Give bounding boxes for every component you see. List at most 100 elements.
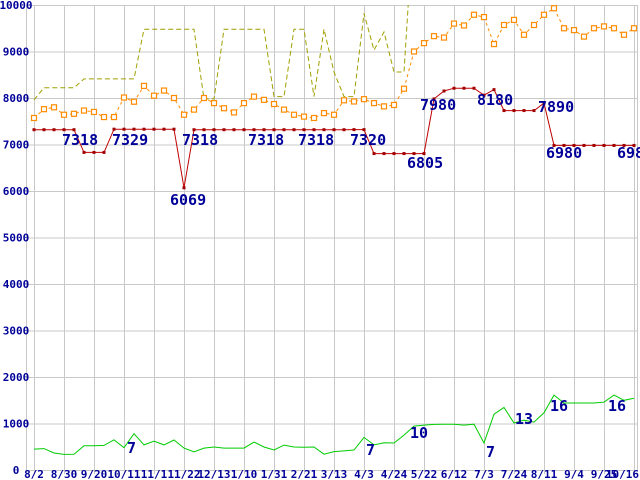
orange-dashed-line-marker: [610, 25, 618, 32]
red-line-marker: [72, 128, 76, 132]
orange-dashed-line-marker: [200, 94, 208, 102]
orange-dashed-line-marker: [480, 13, 488, 21]
orange-dashed-line-marker: [500, 21, 508, 29]
y-axis-label: 6000: [3, 185, 30, 198]
orange-dashed-line-marker: [360, 96, 368, 103]
red-line-marker: [142, 127, 146, 131]
orange-dashed-line-marker: [490, 40, 498, 48]
orange-dashed-line-marker: [80, 107, 88, 114]
orange-dashed-line-marker: [280, 106, 288, 113]
orange-dashed-line-marker: [320, 110, 328, 117]
x-axis-label: 7/24: [501, 468, 528, 480]
orange-dashed-line-marker: [630, 25, 637, 32]
orange-dashed-line-marker: [440, 34, 448, 41]
red-line-marker: [262, 128, 266, 132]
orange-dashed-line-marker: [540, 11, 548, 18]
red-line-marker: [612, 143, 616, 147]
x-axis-label: 3/13: [321, 468, 348, 480]
red-line-marker: [202, 128, 206, 132]
orange-dashed-line-marker: [90, 108, 98, 116]
red-line-marker: [112, 127, 116, 131]
orange-dashed-line-marker: [100, 113, 108, 121]
y-axis-label: 8000: [3, 92, 30, 105]
x-axis-label: 6/12: [441, 468, 468, 480]
y-axis-label: 1000: [3, 418, 30, 431]
value-label: 6980: [617, 144, 640, 162]
orange-dashed-line-marker: [270, 100, 278, 108]
value-label: 7318: [182, 131, 218, 149]
orange-dashed-line-marker: [60, 111, 68, 118]
orange-dashed-line-marker: [150, 92, 158, 99]
orange-dashed-line-marker: [330, 111, 338, 118]
red-line-marker: [622, 143, 626, 147]
series-orange-dashed-line: [30, 5, 637, 122]
orange-dashed-line-marker: [170, 94, 178, 102]
x-axis-label: 8/11: [531, 468, 558, 480]
value-label: 6980: [546, 144, 582, 162]
orange-dashed-line-marker: [520, 31, 528, 38]
x-axis-label: 11/1: [141, 468, 168, 480]
red-line-marker: [302, 128, 306, 132]
red-line-marker: [412, 152, 416, 156]
value-label: 7318: [248, 131, 284, 149]
x-axis-label: 8/2: [24, 468, 44, 480]
y-axis-labels: 0 1000 2000 3000 4000 5000 6000 7000 8000 9000 100…: [0, 0, 33, 477]
orange-dashed-line-marker: [70, 110, 78, 117]
value-label: 13: [515, 410, 533, 428]
x-axis-label: 12/13: [197, 468, 230, 480]
red-line-marker: [272, 128, 276, 132]
red-line-marker: [562, 143, 566, 147]
orange-dashed-line-marker: [230, 109, 238, 116]
red-line-marker: [162, 127, 166, 131]
red-line-marker: [52, 128, 56, 132]
red-line-marker: [172, 127, 176, 131]
red-line-marker: [382, 152, 386, 156]
orange-dashed-line-marker: [400, 85, 408, 92]
orange-dashed-line-marker: [190, 106, 198, 113]
red-line-marker: [62, 128, 66, 132]
green-line-path: [33, 394, 635, 455]
red-line-marker: [392, 152, 396, 156]
red-line-marker: [362, 128, 366, 132]
red-line-marker: [352, 128, 356, 132]
orange-dashed-line-marker: [450, 20, 458, 27]
orange-dashed-line-marker: [470, 11, 478, 18]
orange-dashed-line-marker: [510, 16, 518, 23]
value-label: 7890: [538, 98, 574, 116]
x-axis-label: 10/11: [107, 468, 140, 480]
x-axis-label: 1/10: [231, 468, 258, 480]
orange-dashed-line-marker: [40, 106, 48, 113]
x-axis-label: 4/3: [354, 468, 374, 480]
orange-dashed-line-marker: [380, 103, 388, 110]
value-label: 8180: [477, 91, 513, 109]
value-label: 7318: [62, 131, 98, 149]
x-axis-label: 9/4: [564, 468, 584, 480]
red-line-marker: [282, 128, 286, 132]
orange-dashed-line-marker: [260, 96, 268, 103]
red-line-marker: [572, 143, 576, 147]
red-line-marker: [582, 143, 586, 147]
x-axis-label: 1/31: [261, 468, 288, 480]
red-line-marker: [522, 109, 526, 113]
orange-dashed-line-marker: [570, 27, 578, 34]
red-line-marker: [122, 127, 126, 131]
x-axis-label: 4/24: [381, 468, 408, 480]
red-line-marker: [32, 128, 36, 132]
y-axis-label: 4000: [3, 278, 30, 291]
series-green-line: [33, 394, 635, 455]
red-line-marker: [432, 97, 436, 101]
y-axis-label: 5000: [3, 232, 30, 245]
red-line-marker: [132, 127, 136, 131]
red-line-marker: [482, 93, 486, 97]
red-line-marker: [182, 186, 186, 190]
red-line-marker: [602, 143, 606, 147]
x-axis-label: 11/22: [167, 468, 200, 480]
orange-dashed-line-marker: [140, 82, 148, 90]
orange-dashed-line-marker: [390, 101, 398, 109]
red-line-marker: [452, 86, 456, 90]
y-axis-label: 0: [13, 464, 20, 477]
red-line-marker: [492, 88, 496, 92]
